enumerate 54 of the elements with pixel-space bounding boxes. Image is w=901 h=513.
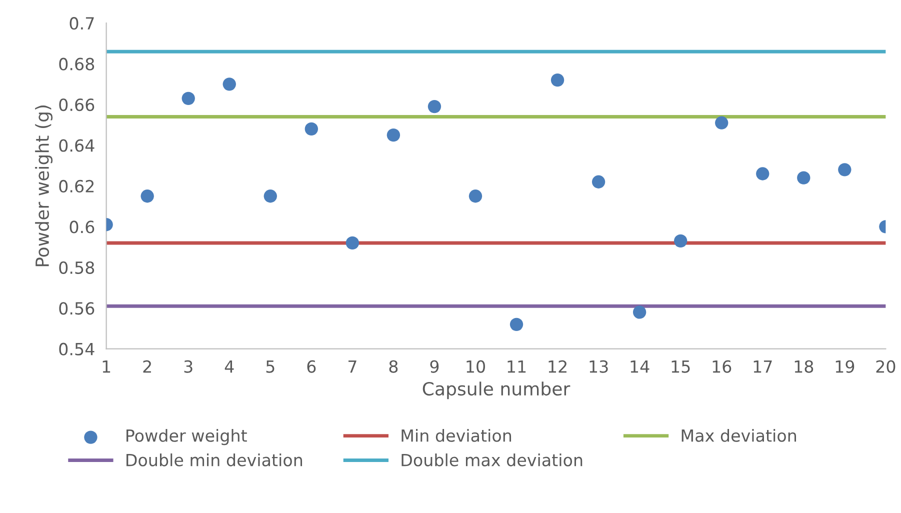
point [632, 306, 646, 319]
point [468, 190, 482, 203]
legend-label: Min deviation [402, 428, 512, 442]
point [756, 167, 770, 180]
x-tick-label: 14 [630, 360, 650, 373]
x-tick-label: 6 [307, 360, 316, 373]
y-axis-title: Powder weight (g) [35, 106, 53, 266]
y-tick-label: 0.54 [59, 342, 94, 356]
x-tick-label: 17 [754, 360, 772, 373]
x-tick-label: 3 [184, 360, 192, 373]
x-tick-label: 20 [876, 360, 896, 373]
x-tick-label: 10 [466, 360, 485, 373]
y-tick-label: 0.56 [59, 302, 94, 315]
y-tick-label: 0.58 [59, 261, 94, 274]
x-tick-label: 19 [836, 360, 854, 373]
point [346, 236, 360, 250]
x-tick-label: 15 [672, 360, 690, 373]
x-tick-label: 12 [548, 360, 566, 373]
x-tick-label: 1 [102, 360, 110, 373]
legend-label: Double max deviation [402, 453, 582, 466]
legend-label: Powder weight [126, 428, 247, 446]
point [222, 78, 236, 91]
x-tick-label: 7 [348, 360, 356, 373]
point [674, 234, 688, 248]
y-tick-label: 0.6 [70, 220, 94, 234]
x-tick-label: 16 [712, 360, 732, 373]
y-tick-label: 0.64 [59, 139, 94, 152]
point [797, 171, 810, 184]
point [264, 190, 277, 203]
point [715, 116, 728, 130]
x-tick-label: 4 [224, 360, 234, 373]
point [838, 163, 852, 176]
x-tick-label: 5 [266, 360, 274, 373]
x-tick-label: 2 [143, 360, 151, 373]
y-tick-label: 0.62 [59, 180, 94, 193]
point [182, 92, 195, 106]
x-tick-label: 11 [508, 360, 526, 373]
point [428, 100, 442, 114]
legend-label: Max deviation [682, 428, 796, 442]
y-tick-label: 0.66 [59, 98, 94, 112]
y-tick-label: 0.68 [59, 58, 94, 70]
x-axis-title: Capsule number [422, 382, 570, 400]
x-tick-label: 8 [389, 360, 398, 373]
point [386, 128, 400, 142]
point [550, 74, 564, 87]
legend-label: Double min deviation [126, 453, 302, 466]
point [592, 175, 606, 188]
point [304, 122, 318, 136]
point [140, 190, 154, 203]
x-tick-label: 18 [794, 360, 814, 373]
y-tick-label: 0.7 [70, 17, 94, 30]
x-tick-label: 9 [430, 360, 439, 373]
point [510, 318, 524, 331]
x-tick-label: 13 [590, 360, 608, 373]
